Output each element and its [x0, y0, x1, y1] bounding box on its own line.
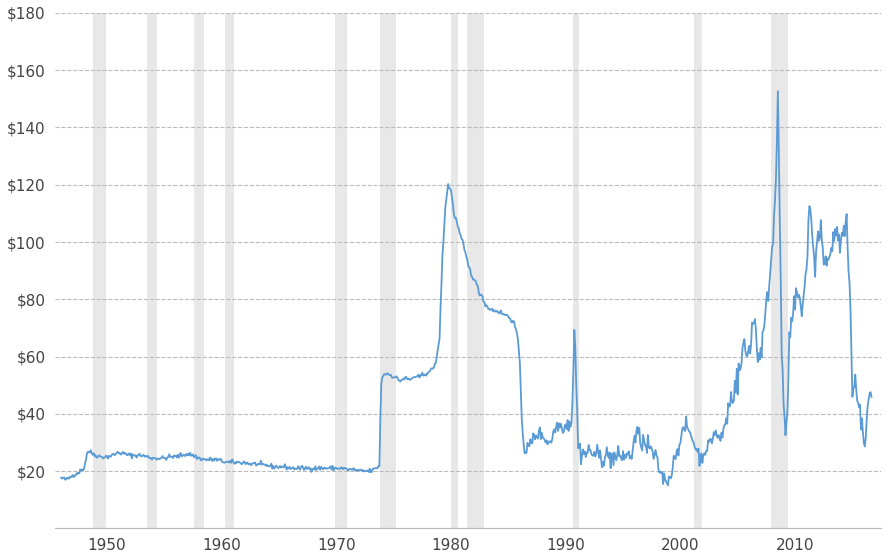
Bar	[694, 13, 702, 528]
Bar	[226, 13, 234, 528]
Bar	[92, 13, 106, 528]
Bar	[194, 13, 204, 528]
Bar	[467, 13, 484, 528]
Bar	[147, 13, 157, 528]
Bar	[451, 13, 458, 528]
Bar	[380, 13, 396, 528]
Bar	[771, 13, 789, 528]
Bar	[335, 13, 346, 528]
Bar	[573, 13, 580, 528]
